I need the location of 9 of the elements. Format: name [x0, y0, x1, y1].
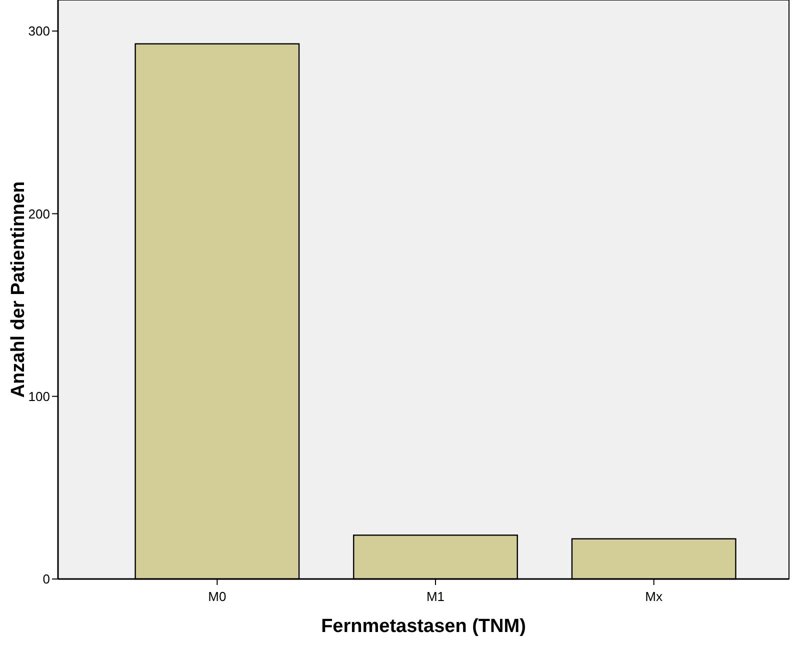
y-tick-label: 300: [28, 24, 50, 39]
y-axis-title: Anzahl der Patientinnen: [8, 181, 29, 398]
y-tick-label: 100: [28, 388, 50, 404]
x-tick-label: Mx: [645, 589, 663, 604]
x-tick-label: M1: [426, 589, 445, 604]
y-tick-label: 0: [42, 572, 50, 587]
x-tick-label: M0: [208, 589, 226, 604]
y-tick-label: 200: [28, 206, 50, 222]
x-axis-title: Fernmetastasen (TNM): [321, 616, 526, 637]
